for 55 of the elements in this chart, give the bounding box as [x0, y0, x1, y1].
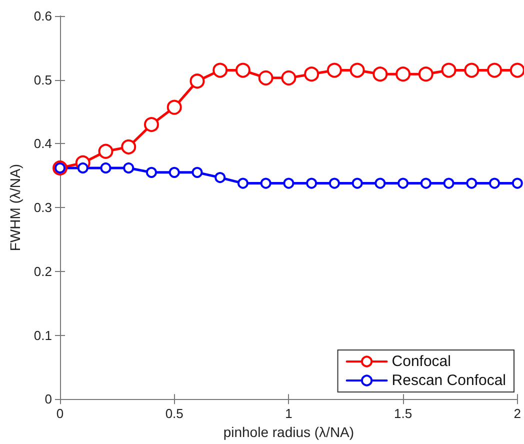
y-tick-label: 0.5: [34, 72, 52, 88]
point: [168, 166, 180, 178]
legend-label: Confocal: [392, 353, 451, 370]
x-tick-label: 1: [285, 406, 292, 422]
point: [326, 62, 342, 78]
point: [443, 178, 454, 189]
x-axis-title: pinhole radius (λ/NA): [223, 424, 354, 440]
point: [77, 162, 88, 174]
y-tick-label: 0.4: [34, 136, 52, 152]
y-axis-title: FWHM (λ/NA): [7, 164, 23, 252]
x-tick-label: 2: [514, 406, 521, 422]
point: [464, 62, 480, 78]
point: [350, 62, 365, 78]
point: [487, 62, 502, 78]
point: [396, 66, 411, 82]
point: [352, 178, 363, 189]
point: [260, 178, 272, 189]
y-tick-label: 0: [44, 392, 52, 407]
point: [398, 178, 409, 189]
point: [123, 162, 134, 174]
point: [144, 117, 159, 132]
x-tick-label: 0.5: [165, 406, 184, 422]
point: [283, 178, 294, 189]
point: [121, 139, 136, 154]
point: [212, 62, 228, 78]
x-tick-label: 1.5: [394, 406, 412, 422]
point: [420, 178, 432, 189]
point: [441, 62, 456, 78]
legend-label: Rescan Confocal: [392, 372, 506, 389]
y-tick-label: 0.1: [34, 328, 52, 343]
point: [510, 62, 524, 78]
point: [372, 66, 388, 82]
point: [192, 166, 203, 178]
y-tick-label: 0.3: [34, 200, 52, 216]
point: [306, 178, 318, 189]
point: [281, 70, 296, 86]
point: [190, 74, 205, 89]
point: [100, 162, 112, 174]
point: [235, 62, 250, 78]
point: [258, 70, 274, 86]
point: [466, 178, 478, 189]
point: [418, 66, 434, 82]
y-tick-label: 0.6: [34, 8, 52, 24]
point: [374, 178, 386, 189]
point: [489, 178, 500, 189]
point: [214, 172, 226, 184]
point: [98, 144, 114, 159]
point: [166, 100, 182, 115]
point: [328, 178, 340, 189]
point: [304, 66, 320, 82]
point: [512, 178, 523, 189]
point: [237, 178, 248, 189]
y-tick-label: 0.2: [34, 264, 52, 279]
point: [146, 166, 157, 178]
x-tick-label: 0: [56, 406, 64, 422]
